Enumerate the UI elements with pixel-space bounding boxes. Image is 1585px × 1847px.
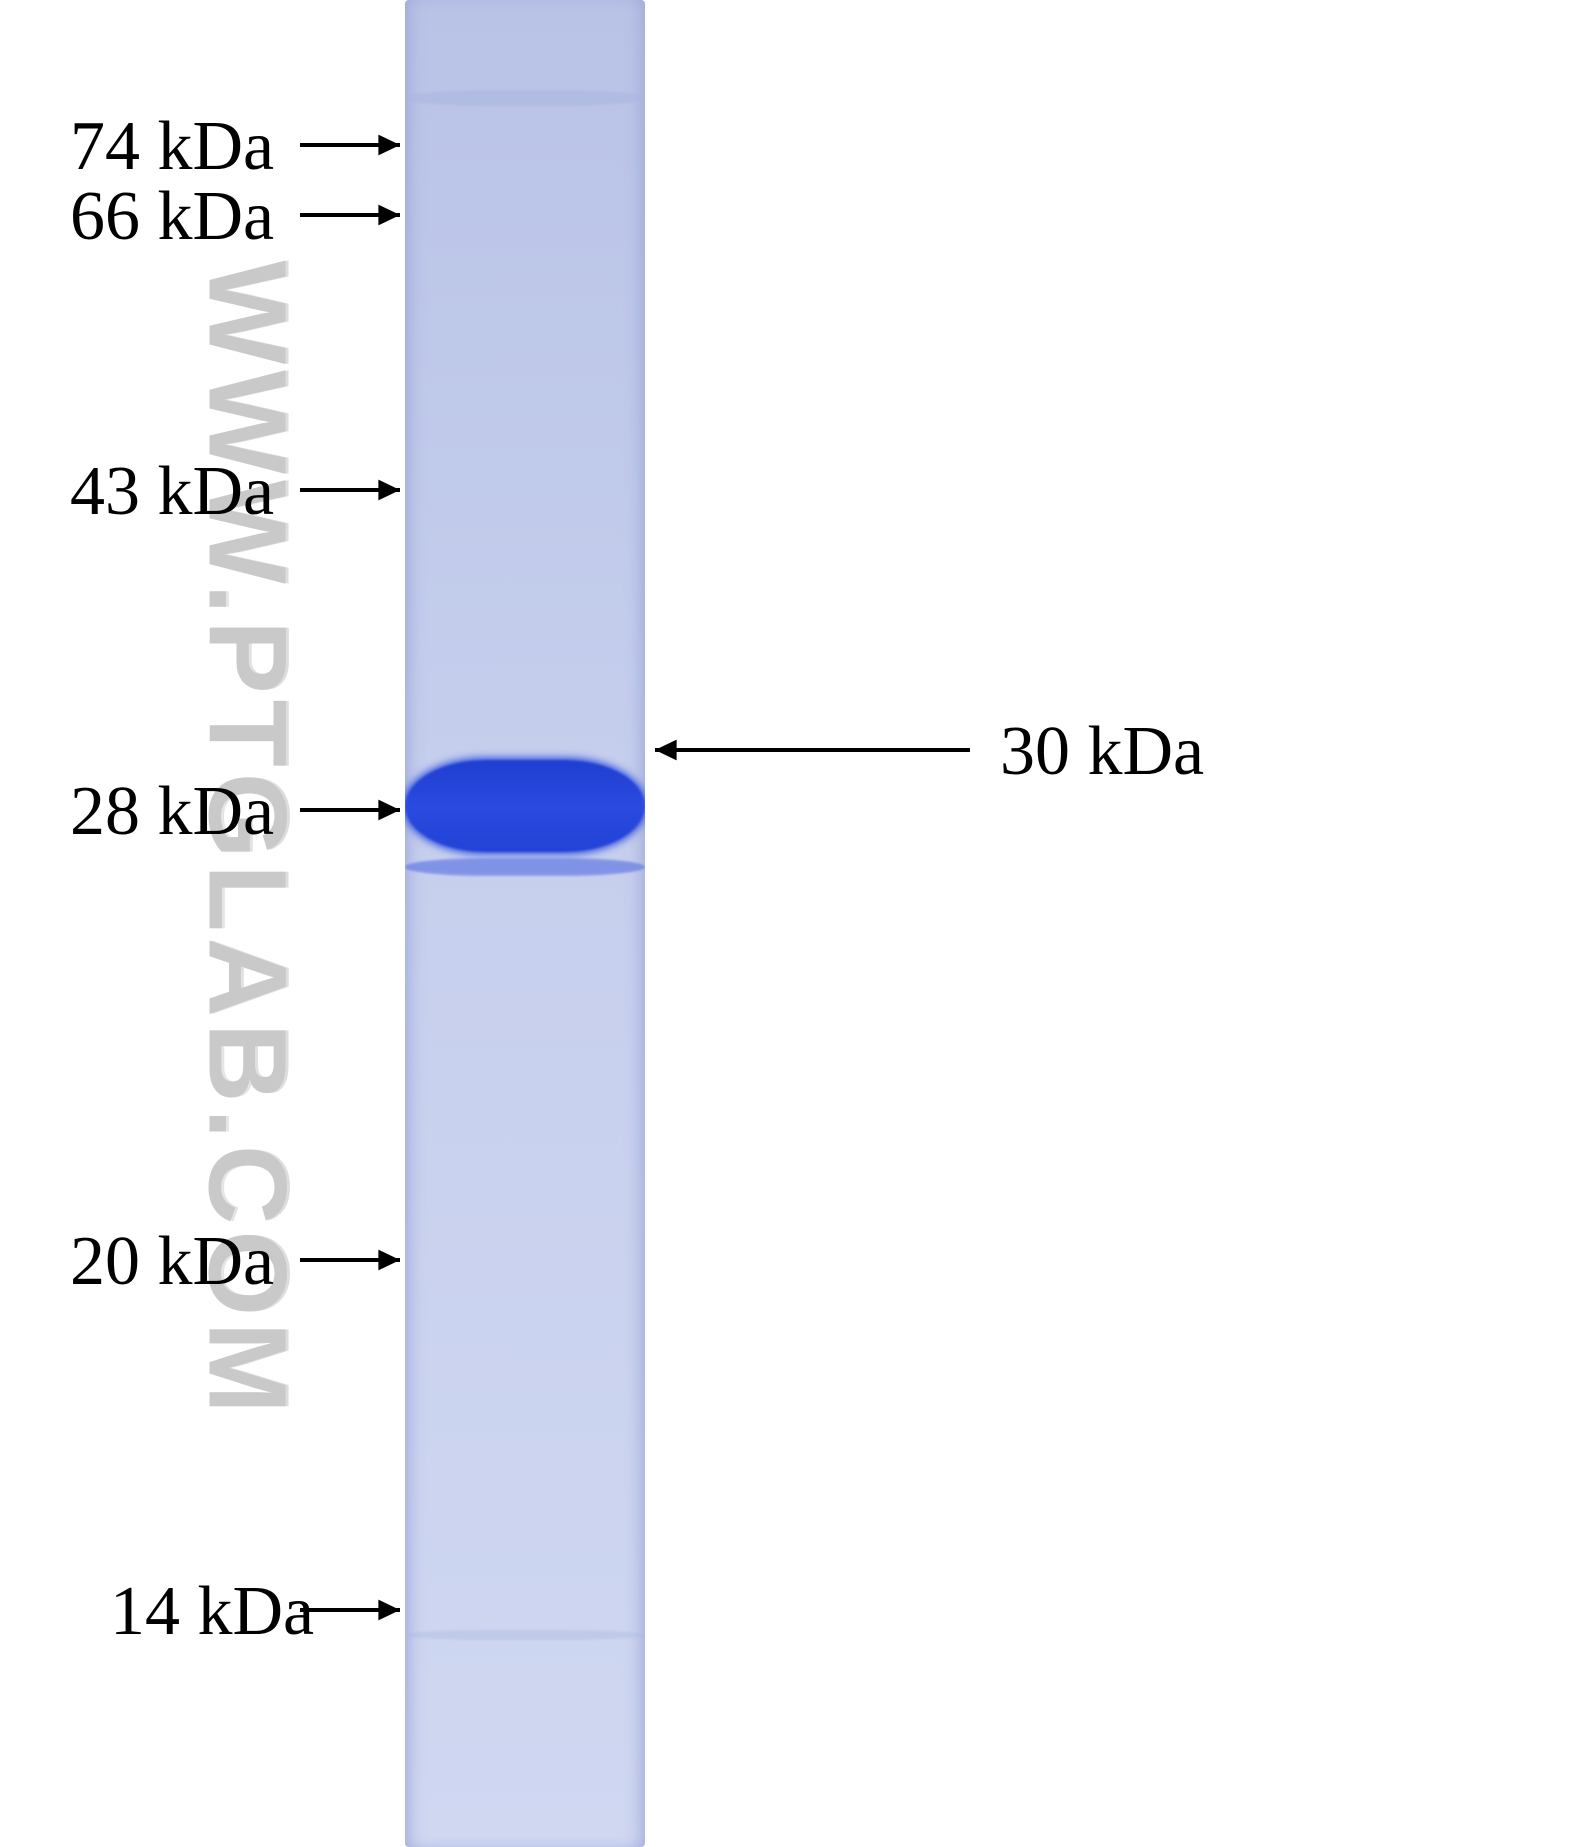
protein-band-main [405, 760, 645, 852]
gel-lane [405, 0, 645, 1847]
sample-band-label: 30 kDa [1000, 712, 1204, 792]
protein-band-main-shadow [405, 858, 645, 876]
arrow-icon [276, 121, 424, 169]
faint-band [405, 1630, 645, 1640]
arrow-icon [276, 1586, 424, 1634]
ladder-label: 20 kDa [70, 1222, 274, 1302]
arrow-icon [276, 1236, 424, 1284]
ladder-label: 28 kDa [70, 772, 274, 852]
arrow-icon [276, 191, 424, 239]
ladder-label: 74 kDa [70, 107, 274, 187]
gel-canvas: WWW.PTGLAB.COM 74 kDa66 kDa43 kDa28 kDa2… [0, 0, 1585, 1847]
arrow-icon [276, 786, 424, 834]
arrow-icon [631, 726, 994, 774]
faint-band [405, 90, 645, 106]
ladder-label: 43 kDa [70, 452, 274, 532]
arrow-icon [276, 466, 424, 514]
ladder-label: 66 kDa [70, 177, 274, 257]
